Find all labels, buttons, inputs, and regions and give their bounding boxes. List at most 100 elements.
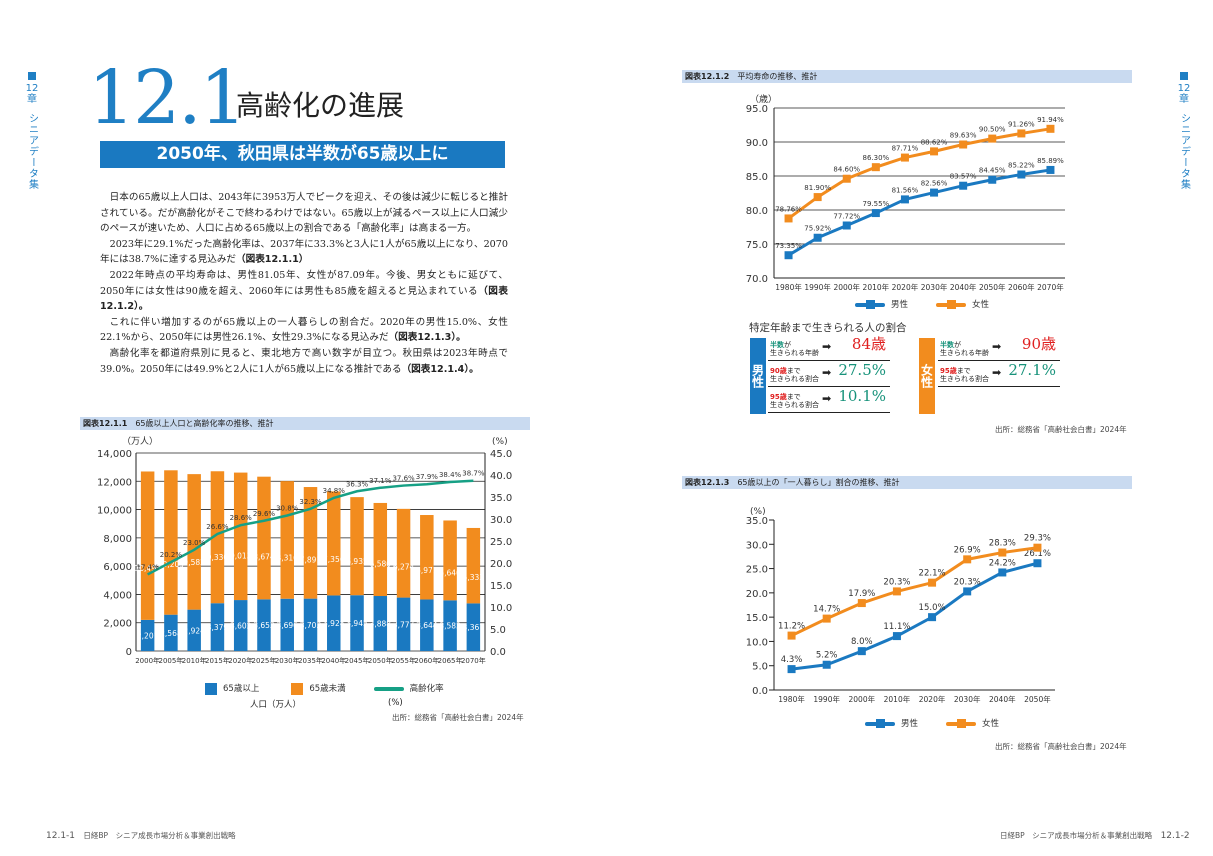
bar-under65-label: 7,891	[300, 556, 322, 565]
y-axis-label: （万人）	[122, 436, 158, 447]
fig3-legend: 男性 女性	[865, 717, 999, 729]
data-point-marker	[930, 188, 939, 197]
data-point-marker	[900, 153, 909, 162]
y2-tick-label: 40.0	[490, 471, 512, 482]
page-number-left: 12.1-1	[46, 831, 76, 841]
y-tick-label: 6,000	[103, 562, 132, 573]
figure-reference: （図表12.1.2）。	[100, 285, 509, 313]
rate-label: 37.6%	[392, 475, 415, 483]
bar-over65-label: 3,602	[230, 622, 252, 631]
legend-male: 男性	[855, 298, 908, 310]
data-label: 5.2%	[816, 651, 838, 661]
legend-line-orange	[946, 718, 977, 728]
y-tick-label: 2,000	[103, 619, 132, 630]
bar-over65	[373, 596, 388, 651]
y-axis-label: (%)	[750, 507, 766, 517]
data-label: 88.62%	[921, 138, 948, 146]
data-point-marker	[842, 174, 851, 183]
y2-tick-label: 0.0	[490, 647, 506, 658]
bar-under65	[233, 472, 248, 601]
x-tick-label: 2005年	[158, 656, 183, 665]
x-tick-label: 1990年	[813, 694, 840, 704]
y-tick-label: 0.0	[752, 686, 768, 697]
survival-l2: 生きられる年齢	[770, 349, 819, 357]
x-tick-label: 2010年	[182, 656, 207, 665]
fig3-chart: (%) 0.0 5.0 10.0 15.0 20.0 25.0 30.0 35.0 1980年 19…	[746, 507, 1055, 704]
bar-under65-label: 5,333	[463, 573, 485, 582]
fig1-id: 図表12.1.1	[83, 419, 128, 428]
legend-male-label: 男性	[901, 719, 919, 729]
x-tick-label: 2050年	[368, 656, 393, 665]
fig2-legend: 男性 女性	[855, 298, 989, 310]
bar-under65	[373, 502, 388, 597]
x-tick-label: 2070年	[461, 656, 486, 665]
bar-under65	[187, 474, 201, 610]
x-tick-label: 1980年	[778, 694, 805, 704]
body-paragraph: 高齢化率を都道府県別に見ると、東北地方で高い数字が目立つ。秋田県は2023年時点…	[100, 346, 508, 377]
chapter-square-icon	[28, 72, 36, 80]
y2-axis-label: (%)	[492, 437, 508, 447]
data-label: 77.72%	[833, 213, 860, 221]
bar-over65	[420, 599, 434, 651]
legend-line-orange	[936, 299, 967, 309]
paragraph-text: 2023年に29.1%だった高齢化率は、2037年に33.3%と3人に1人が65…	[100, 238, 508, 266]
x-tick-label: 2040年	[321, 656, 346, 665]
y-tick-label: 15.0	[746, 613, 768, 624]
y-tick-label: 75.0	[746, 240, 768, 251]
data-point-marker	[928, 613, 937, 622]
survival-value: 10.1%	[838, 387, 886, 405]
bar-under65-label: 10,492	[135, 564, 161, 573]
bar-over65-label: 2,568	[160, 629, 182, 638]
bar-under65-label: 9,013	[230, 551, 252, 560]
y2-tick-label: 35.0	[490, 493, 512, 504]
x-tick-label: 2000年	[849, 694, 876, 704]
chapter-side-tab-left: 12 章 シニアデータ集	[25, 72, 39, 190]
data-label: 91.94%	[1037, 116, 1064, 124]
bar-over65	[140, 619, 155, 651]
data-label: 26.9%	[954, 545, 981, 555]
legend-line-blue	[855, 299, 885, 309]
fig1-unit-rate: (%)	[388, 698, 403, 708]
data-label: 29.3%	[1024, 534, 1051, 544]
y2-tick-label: 15.0	[490, 581, 512, 592]
data-label: 89.63%	[950, 132, 977, 140]
rate-label: 28.6%	[230, 514, 253, 522]
bar-under65	[257, 476, 271, 600]
bar-under65	[396, 508, 411, 598]
survival-highlight: 90歳	[770, 367, 787, 375]
survival-l1-rest: が	[784, 341, 791, 349]
bar-over65	[257, 599, 271, 651]
bar-over65-label: 3,367	[463, 623, 485, 632]
bar-over65	[327, 595, 341, 651]
chapter-number: 12	[25, 83, 39, 94]
survival-row-label: 95歳まで 生きられる割合	[770, 393, 819, 409]
arrow-right-icon: ➡	[822, 340, 832, 353]
rate-label: 37.9%	[416, 473, 439, 481]
legend-under65-label: 65歳未満	[309, 684, 346, 694]
paragraph-text: これに伴い増加するのが65歳以上の一人暮らしの割合だ。2020年の男性15.0%…	[100, 316, 508, 344]
bar-over65	[466, 603, 481, 651]
bar-under65-label: 5,971	[416, 566, 438, 575]
x-tick-label: 2035年	[298, 656, 323, 665]
rate-label: 30.8%	[276, 504, 299, 512]
fig2-id: 図表12.1.2	[685, 72, 730, 81]
bar-over65-label: 3,583	[439, 622, 461, 631]
bar-under65-label: 5,646	[439, 568, 461, 577]
y-axis-label: （歳）	[750, 93, 777, 105]
survival-value: 84歳	[851, 335, 886, 353]
data-point-marker	[871, 209, 880, 218]
survival-l1-rest: まで	[786, 393, 801, 401]
fig1-caption: 65歳以上人口と高齢化率の推移、推計	[135, 419, 274, 428]
rate-label: 38.7%	[462, 470, 485, 478]
fig1-unit-pop: 人口（万人）	[250, 700, 302, 710]
body-paragraph: 2022年時点の平均寿命は、男性81.05年、女性が87.09年。今後、男女とも…	[100, 268, 508, 315]
x-tick-label: 2020年	[919, 694, 946, 704]
bar-under65-label: 7,356	[323, 555, 345, 564]
survival-value: 27.1%	[1008, 361, 1056, 379]
data-point-marker	[1033, 559, 1042, 568]
bar-under65	[303, 487, 318, 599]
y2-tick-label: 10.0	[490, 603, 512, 614]
y-tick-label: 5.0	[752, 662, 768, 673]
data-label: 17.9%	[848, 589, 875, 599]
series-line-female	[787, 127, 1051, 220]
